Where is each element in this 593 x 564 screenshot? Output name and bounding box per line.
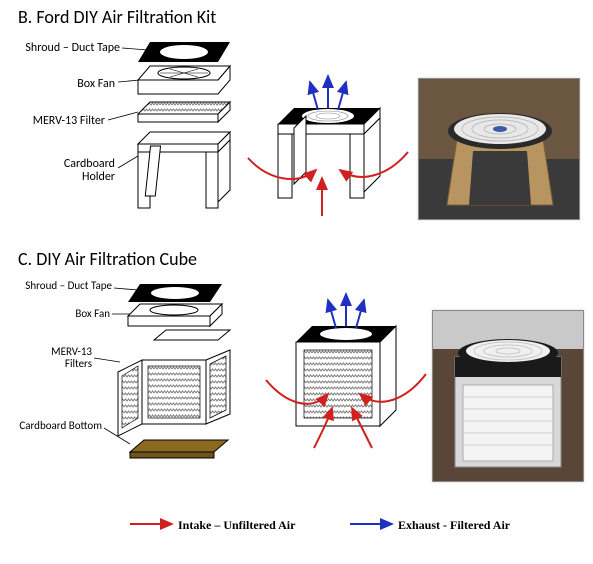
b-photo [418, 78, 580, 220]
b-filter [138, 102, 230, 122]
c-photo [432, 310, 584, 482]
b-shroud [138, 42, 230, 62]
c-assembled [266, 294, 426, 448]
b-assembled [248, 76, 408, 216]
b-boxfan [138, 66, 230, 94]
b-exploded [108, 42, 230, 208]
c-exploded [94, 284, 230, 458]
b-holder [138, 132, 230, 208]
